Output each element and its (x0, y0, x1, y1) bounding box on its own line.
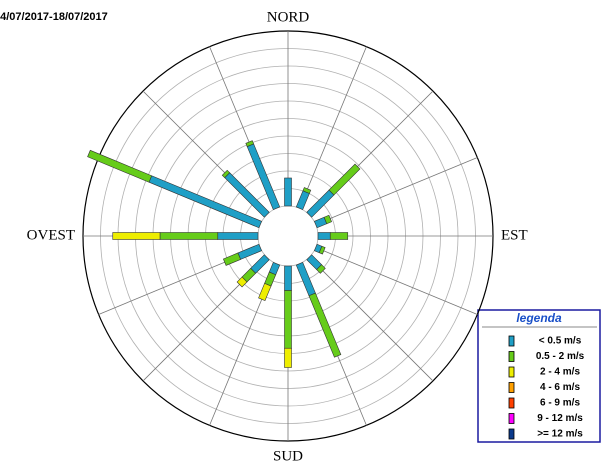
wind-bar (159, 232, 219, 240)
legend-label: < 0.5 m/s (539, 336, 582, 347)
wind-bar (284, 347, 292, 368)
wind-bar (222, 252, 241, 266)
wind-bar (328, 163, 361, 196)
legend-swatch (508, 351, 515, 362)
legend-label: 2 - 4 m/s (540, 367, 580, 378)
wind-bar (323, 214, 332, 225)
wind-bar (250, 254, 270, 274)
wind-bar (295, 190, 310, 211)
wind-bar (284, 290, 292, 349)
legend-title: legenda (516, 311, 562, 325)
wind-bar (318, 245, 326, 255)
wind-bar (302, 187, 312, 194)
wind-bar (236, 276, 248, 288)
wind-bar (317, 232, 331, 240)
legend-label: >= 12 m/s (537, 429, 583, 440)
spoke (308, 256, 434, 382)
legend-box (477, 309, 601, 443)
wind-bar (112, 232, 161, 240)
direction-label: OVEST (27, 227, 75, 243)
spoke (315, 247, 478, 315)
spoke (315, 157, 478, 225)
wind-bar (221, 169, 231, 179)
spoke (299, 46, 367, 209)
legend-label: 6 - 9 m/s (540, 398, 580, 409)
legend-swatch (508, 413, 515, 424)
legend-swatch (508, 428, 515, 440)
wind-bar (245, 140, 255, 147)
legend-swatch (508, 366, 515, 378)
wind-bar (308, 292, 342, 358)
legend-swatch (508, 397, 515, 409)
direction-label: NORD (267, 9, 310, 25)
wind-bar (295, 261, 316, 297)
legend-label: 4 - 6 m/s (540, 382, 580, 393)
wind-bar (148, 175, 263, 229)
wind-bar (284, 265, 292, 291)
wind-bar (329, 232, 349, 240)
wind-bar (87, 149, 153, 183)
wind-bar (316, 264, 326, 274)
grid-ring (257, 205, 319, 267)
legend-swatch (508, 382, 515, 393)
chart-title: 04/07/2017-18/07/2017 (0, 11, 108, 23)
direction-label: SUD (273, 448, 303, 464)
wind-bar (217, 232, 259, 240)
legend-label: 9 - 12 m/s (537, 413, 583, 424)
direction-label: EST (501, 227, 528, 243)
legend-swatch (508, 335, 515, 347)
legend-label: 0.5 - 2 m/s (536, 351, 585, 362)
wind-bar (258, 283, 272, 302)
wind-bar (284, 177, 292, 207)
